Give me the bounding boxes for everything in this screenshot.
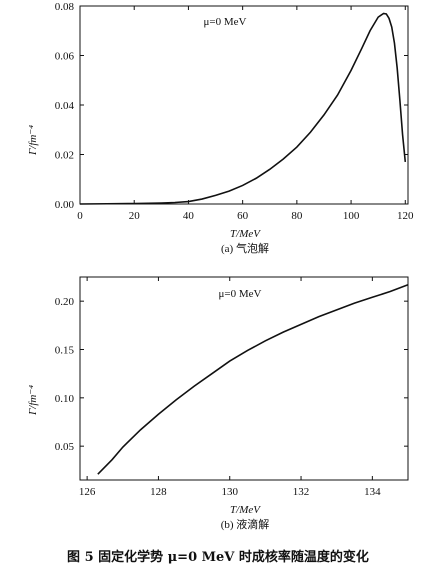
panel-a-x-axis-label: T/MeV <box>230 228 261 240</box>
panel-b-x-tick-label: 128 <box>150 486 167 498</box>
panel-b-y-tick-label: 0.20 <box>55 296 75 308</box>
panel-a-y-tick-label: 0.08 <box>55 1 75 13</box>
panel-a-x-tick-label: 120 <box>397 210 414 222</box>
panel-a-caption: (a) 气泡解 <box>221 241 269 255</box>
panel-b-x-tick-label: 130 <box>221 486 238 498</box>
panel-b-x-tick-label: 134 <box>364 486 381 498</box>
panel-a-ticks: 0 20 40 60 80 100 120 0.00 0.02 0.04 0.06 0.08 <box>55 1 414 222</box>
figure-caption: 图 5 固定化学势 μ=0 MeV 时成核率随温度的变化 <box>67 549 369 565</box>
panel-b-x-tick-label: 132 <box>293 486 310 498</box>
panel-b-y-tick-label: 0.05 <box>55 441 75 453</box>
panel-b-curve-series <box>97 283 409 475</box>
panel-b-y-tick-label: 0.10 <box>55 393 75 405</box>
panel-a-y-tick-label: 0.00 <box>55 199 75 211</box>
panel-b-x-axis-label: T/MeV <box>230 504 261 516</box>
panel-a-annotation: μ=0 MeV <box>204 16 247 28</box>
panel-b-caption: (b) 液滴解 <box>221 517 270 531</box>
panel-a-x-tick-label: 80 <box>291 210 303 222</box>
panel-a-x-tick-label: 0 <box>77 210 83 222</box>
panel-b-annotation: μ=0 MeV <box>219 288 262 300</box>
panel-a-x-tick-label: 60 <box>237 210 249 222</box>
panel-a-y-tick-label: 0.06 <box>55 51 75 63</box>
panel-b-x-tick-label: 126 <box>79 486 96 498</box>
panel-a-curve-series <box>79 12 407 205</box>
panel-b-ticks: 126 128 130 132 134 0.05 0.10 0.15 0.20 <box>55 277 408 498</box>
panel-a-x-tick-label: 20 <box>129 210 141 222</box>
panel-b-frame <box>79 276 409 481</box>
panel-a-y-tick-label: 0.02 <box>55 150 74 162</box>
panel-a-y-tick-label: 0.04 <box>55 100 75 112</box>
panel-b-y-tick-label: 0.15 <box>55 345 75 357</box>
panel-a-bubble-solution: 0 20 40 60 80 100 120 0.00 0.02 0.04 0.06 0.08 μ=0 … <box>27 1 414 255</box>
panel-a-y-axis-label: Γ/fm⁻⁴ <box>27 125 39 156</box>
panel-a-x-tick-label: 100 <box>343 210 360 222</box>
panel-a-x-tick-label: 40 <box>183 210 195 222</box>
panel-a-frame <box>79 5 409 205</box>
panel-b-y-axis-label: Γ/fm⁻⁴ <box>27 385 39 416</box>
